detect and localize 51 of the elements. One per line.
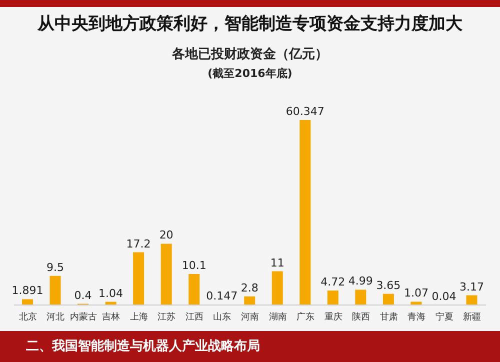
data-label: 20 [159,228,174,242]
x-tick-label: 河北 [46,311,65,322]
bar [272,271,283,305]
x-tick-label: 青海 [408,311,426,322]
bar [244,296,256,305]
x-tick-label: 内蒙古 [70,311,97,322]
bar [327,290,338,305]
x-tick-label: 湖南 [268,311,287,322]
data-label: 1.07 [404,286,428,300]
data-label: 2.8 [240,281,258,294]
x-tick-label: 江西 [185,311,204,322]
bar [50,276,61,305]
bar [355,290,366,305]
data-label: 0.4 [74,288,92,302]
x-tick-label: 宁夏 [435,311,454,322]
x-tick-label: 江苏 [158,311,176,322]
text: 二、我国智能制造与机器人产业战略布局 [26,338,260,355]
data-label: 60.347 [286,105,324,118]
bar [188,274,200,305]
x-tick-label: 陕西 [352,311,370,322]
data-label: 1.891 [12,284,44,298]
data-label: 9.5 [46,260,64,274]
bar [410,302,422,305]
bar [22,299,33,305]
data-label: 4.72 [320,276,346,289]
data-label: 0.04 [432,290,456,303]
x-tick-label: 山东 [213,311,232,322]
chart-subtitle: 各地已投财政资金（亿元） [171,46,329,63]
data-label: 10.1 [182,259,206,272]
x-tick-label: 吉林 [102,311,120,322]
bar [133,252,144,305]
x-tick-label: 广东 [296,311,315,322]
data-label: 17.2 [126,237,151,250]
text: (截至2016年底) [206,66,294,81]
bar [382,294,394,305]
data-label: 3.17 [459,280,484,294]
bar [160,244,172,305]
x-tick-label: 北京 [18,311,37,322]
data-label: 4.99 [348,274,373,288]
bar [300,120,311,305]
data-label: 1.04 [98,286,124,300]
x-tick-label: 上海 [130,311,148,322]
data-label: 3.65 [376,278,401,292]
bar [466,295,478,305]
x-tick-label: 重庆 [324,311,342,322]
x-tick-label: 新疆 [463,311,482,322]
chart-title: 从中央到地方政策利好，智能制造专项资金支持力度加大 [36,13,464,35]
x-tick-label: 河南 [241,311,259,322]
data-label: 0.147 [206,290,238,303]
data-label: 11 [270,256,284,270]
x-tick-label: 甘肃 [380,311,398,322]
